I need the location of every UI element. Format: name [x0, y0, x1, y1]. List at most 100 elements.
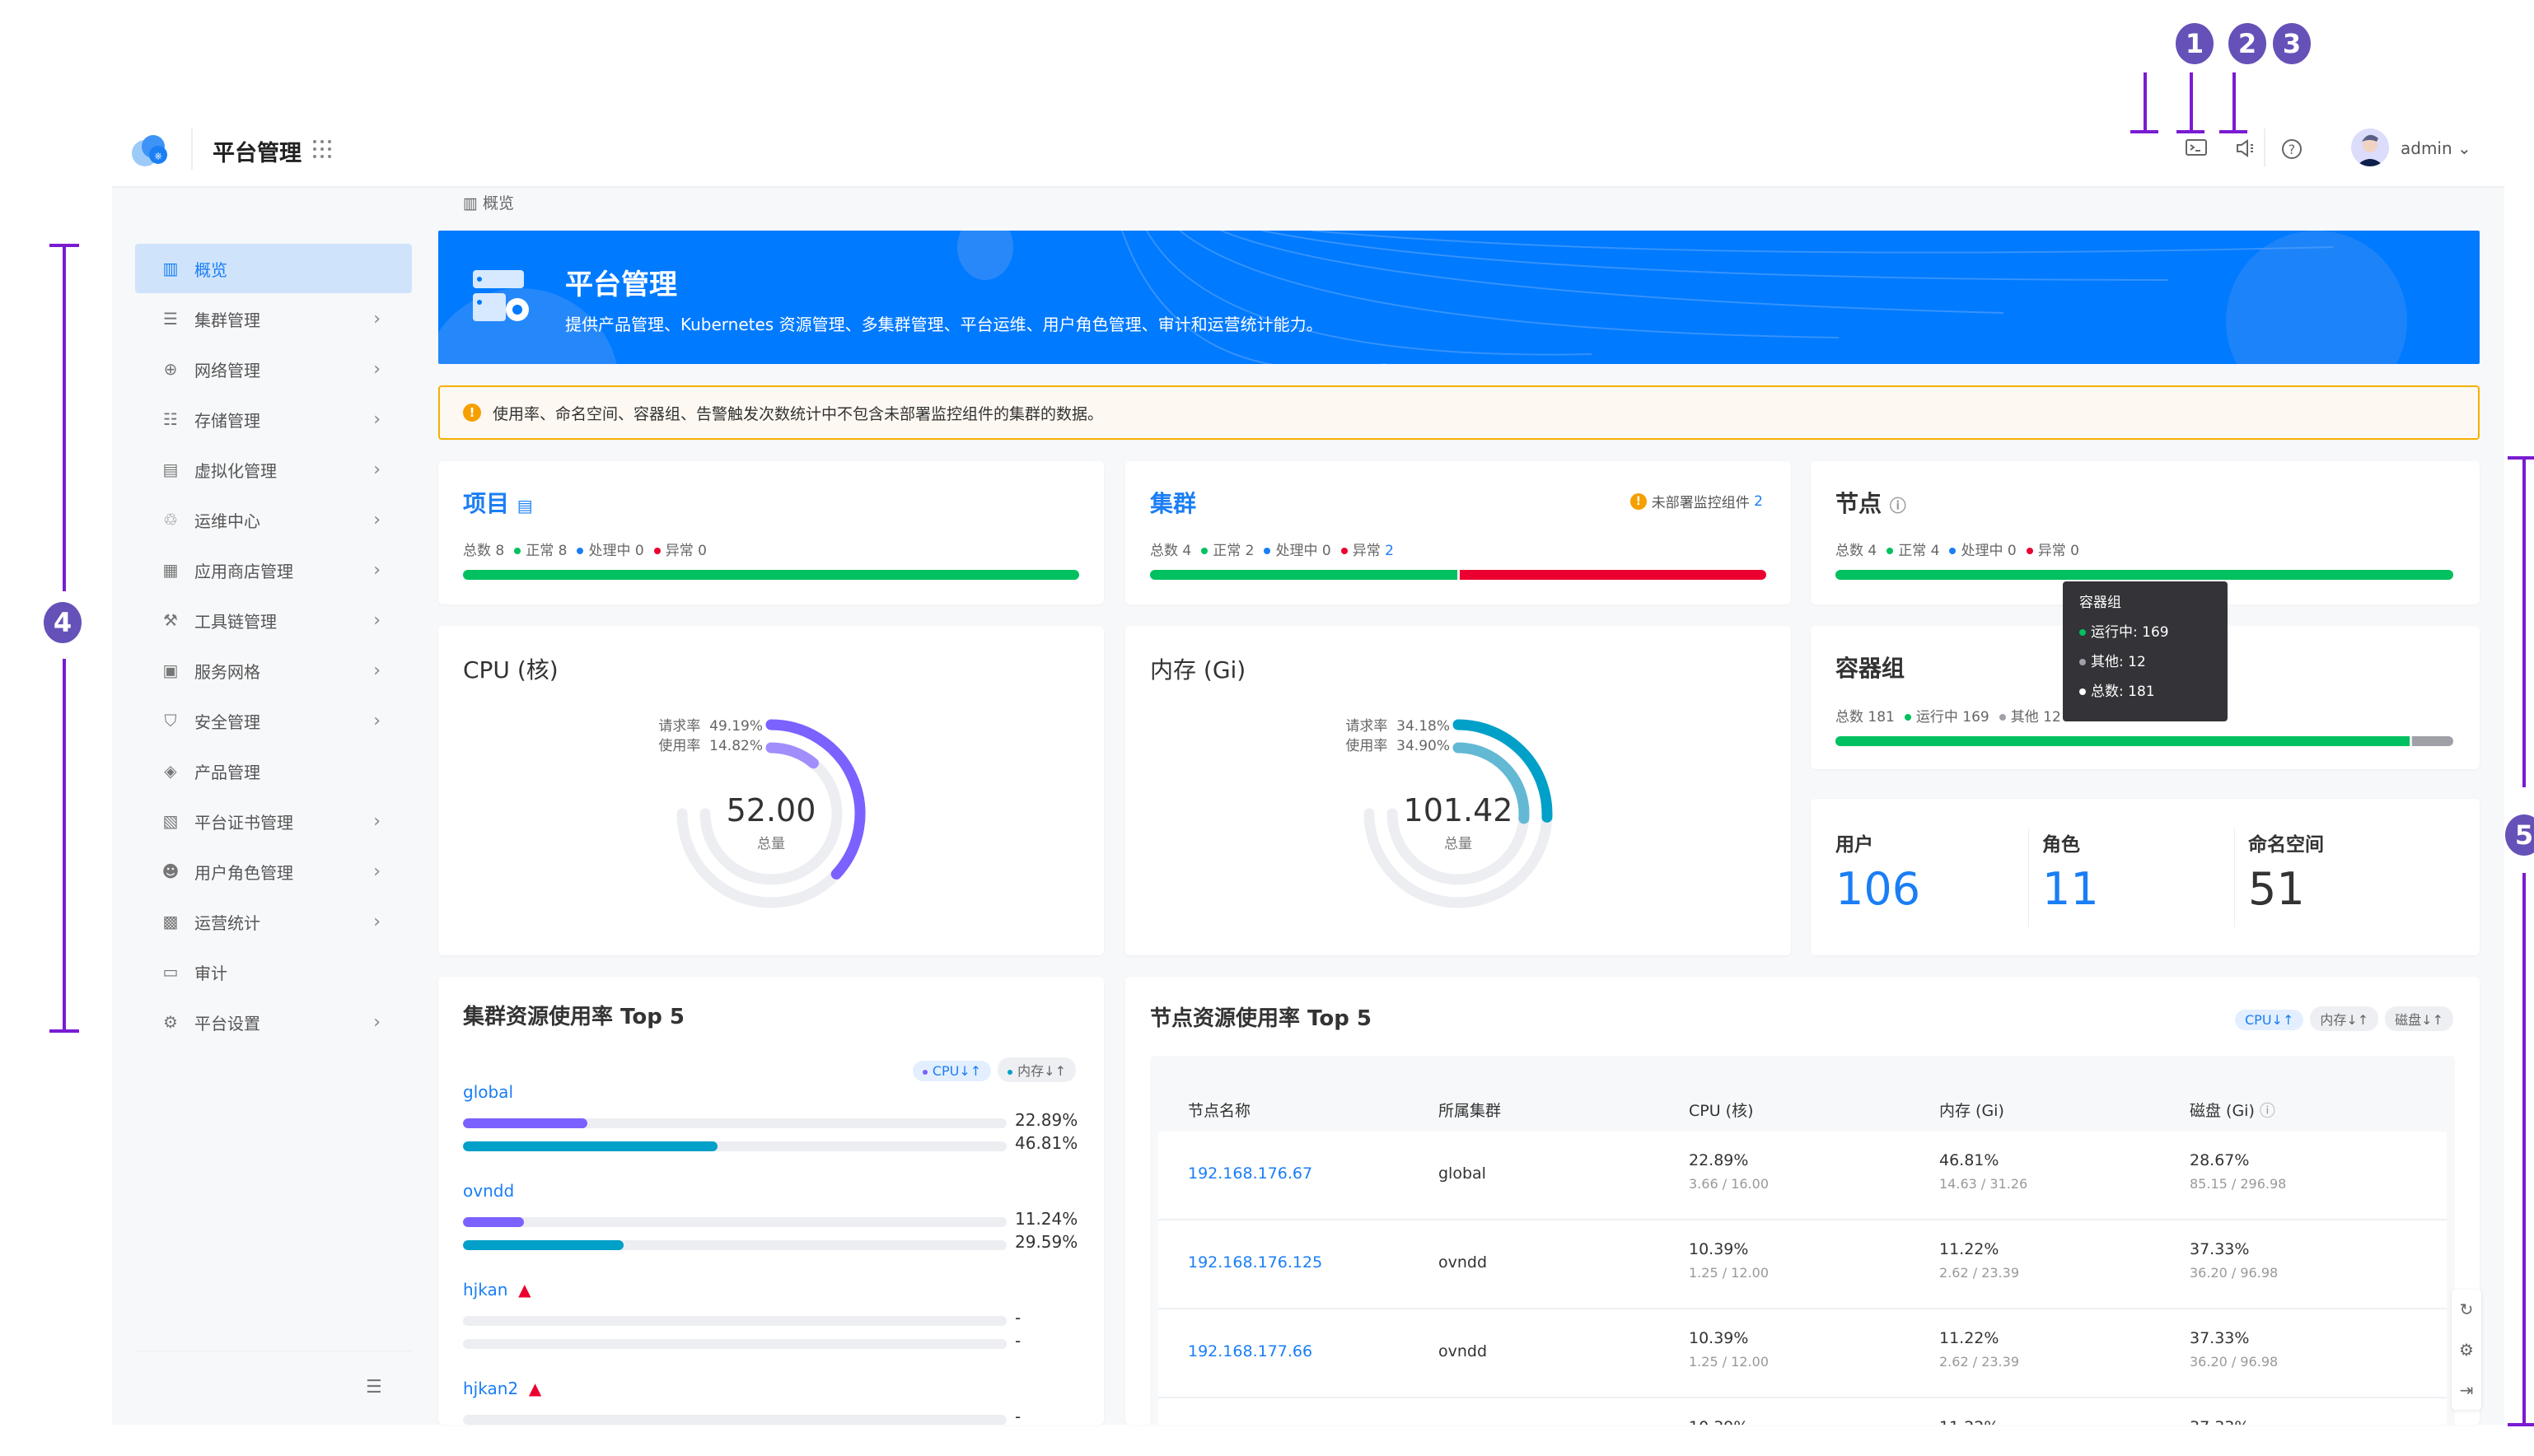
chevron-right-icon: › — [373, 358, 381, 380]
disk-cell: 28.67% 85.15 / 296.98 — [2190, 1151, 2287, 1192]
column-header: 内存 (Gi) — [1939, 1102, 2004, 1120]
sidebar-item[interactable]: ♲ 运维中心 › — [135, 495, 412, 544]
sort-memory-button[interactable]: 内存↓↑ — [2310, 1006, 2379, 1031]
help-icon[interactable]: ⓘ — [2259, 1102, 2275, 1120]
annotation-line — [2190, 72, 2193, 132]
clusters-stats: 总数 4 正常 2 处理中 0 异常 2 — [1150, 543, 1394, 559]
chart-icon: ▥ — [463, 194, 478, 212]
sidebar-item[interactable]: ▭ 审计 — [135, 947, 412, 996]
node-link[interactable]: 192.168.177.66 — [1188, 1342, 1313, 1360]
table-row[interactable]: 192.168.176.125 ovndd 10.39% 1.25 / 12.00 1… — [1158, 1220, 2447, 1309]
sort-disk-button[interactable]: 磁盘↓↑ — [2385, 1006, 2453, 1031]
platform-settings-icon — [473, 267, 532, 326]
app-switcher-icon[interactable] — [313, 140, 331, 158]
help-icon[interactable]: ? — [2280, 138, 2303, 161]
collapse-sidebar-icon[interactable]: ☰ — [366, 1377, 382, 1398]
pods-tooltip: 容器组 运行中: 169 其他: 12 总数: 181 — [2063, 581, 2228, 721]
count-2[interactable]: 命名空间 51 — [2234, 828, 2415, 927]
sidebar-item[interactable]: ◈ 产品管理 — [135, 746, 412, 796]
cpu-usage-bar — [463, 1415, 1007, 1425]
mem-cell: 11.22% — [1939, 1418, 1999, 1425]
chevron-right-icon: › — [373, 308, 381, 329]
sidebar-item[interactable]: ⚙ 平台设置 › — [135, 997, 412, 1047]
cpu-usage-rate: 14.82% — [709, 738, 763, 754]
usage-rate-arc — [1452, 742, 1530, 824]
count-0[interactable]: 用户 106 — [1835, 828, 2017, 927]
cluster-link[interactable]: global — [463, 1082, 513, 1102]
clusters-card[interactable]: 集群 ! 未部署监控组件 2 总数 4 正常 2 处理中 0 异常 2 — [1125, 461, 1791, 604]
annotation-2: 2 — [2228, 23, 2266, 64]
sidebar-item-label: 运营统计 — [194, 912, 260, 933]
sidebar-item[interactable]: ☰ 集群管理 › — [135, 294, 412, 343]
document-icon: ▤ — [517, 496, 533, 516]
cluster-link[interactable]: hjkan ▲ — [463, 1280, 531, 1300]
sidebar-item-icon: ⊕ — [163, 359, 178, 379]
request-rate-arc — [765, 719, 866, 880]
sidebar-item[interactable]: ▧ 平台证书管理 › — [135, 796, 412, 846]
node-link[interactable]: 192.168.176.67 — [1188, 1164, 1313, 1183]
sidebar-item-icon: ☷ — [163, 409, 178, 429]
sidebar-item-icon: ▥ — [162, 259, 179, 278]
node-link[interactable]: 192.168.176.125 — [1188, 1253, 1323, 1272]
cpu-usage-value: 11.24% — [1015, 1209, 1078, 1229]
tooltip-title: 容器组 — [2079, 595, 2121, 611]
count-value: 106 — [1835, 863, 1921, 915]
sort-memory-button[interactable]: 内存↓↑ — [998, 1057, 1076, 1082]
sidebar-item[interactable]: ▣ 服务网格 › — [135, 646, 412, 695]
sidebar-item[interactable]: ▩ 运营统计 › — [135, 897, 412, 946]
memory-usage-rate: 34.90% — [1396, 738, 1450, 754]
warning-icon: ! — [463, 404, 481, 422]
chevron-right-icon: › — [373, 810, 381, 832]
sidebar-item-icon: ♲ — [163, 510, 178, 530]
cpu-cell: 10.39% — [1689, 1418, 1748, 1425]
logo-icon[interactable]: ⎈ — [129, 132, 175, 168]
node-top5-title: 节点资源使用率 Top 5 — [1150, 1006, 1372, 1031]
table-row[interactable]: 192.168.176.67 global 22.89% 3.66 / 16.00 4… — [1158, 1132, 2447, 1220]
sidebar-item[interactable]: ☷ 存储管理 › — [135, 394, 412, 444]
sidebar-item[interactable]: ⛉ 安全管理 › — [135, 696, 412, 745]
pods-stats: 总数 181 运行中 169 其他 12 — [1835, 709, 2061, 726]
sidebar-item-label: 集群管理 — [194, 310, 260, 330]
annotation-1: 1 — [2176, 23, 2214, 64]
settings-icon[interactable]: ⚙ — [2459, 1339, 2474, 1360]
sidebar-item[interactable]: ☻ 用户角色管理 › — [135, 847, 412, 896]
cpu-total: 52.00 — [726, 792, 816, 828]
column-header: 所属集群 — [1438, 1102, 1502, 1120]
cpu-gauge — [676, 719, 866, 908]
node-table: 节点名称 所属集群 CPU (核) 内存 (Gi) 磁盘 (Gi) ⓘ 192.168.1… — [1150, 1056, 2455, 1425]
export-icon[interactable]: ⇥ — [2459, 1379, 2474, 1400]
sidebar-item[interactable]: ▤ 虚拟化管理 › — [135, 445, 412, 494]
nodes-card[interactable]: 节点 ⓘ 总数 4 正常 4 处理中 0 异常 0 — [1811, 461, 2480, 604]
sidebar-item[interactable]: ▦ 应用商店管理 › — [135, 545, 412, 595]
sidebar-item[interactable]: ⚒ 工具链管理 › — [135, 595, 412, 645]
refresh-icon[interactable]: ↻ — [2459, 1300, 2474, 1320]
sort-cpu-button[interactable]: CPU↓↑ — [912, 1061, 992, 1081]
cluster-link[interactable]: hjkan2 ▲ — [463, 1379, 542, 1398]
cluster-link[interactable]: ovndd — [463, 1181, 515, 1201]
count-label: 命名空间 — [2248, 834, 2324, 856]
clusters-title[interactable]: 集群 — [1150, 490, 1197, 517]
breadcrumb-item[interactable]: 概览 — [483, 194, 515, 212]
request-rate-arc — [1452, 719, 1553, 823]
projects-card[interactable]: 项目 ▤ 总数 8 正常 8 处理中 0 异常 0 — [438, 461, 1104, 604]
cluster-top5-card: 集群资源使用率 Top 5 CPU↓↑ 内存↓↑ global 22.89% 46… — [438, 977, 1104, 1425]
table-row[interactable]: 192.168.177.66 ovndd 10.39% 1.25 / 12.00 11… — [1158, 1309, 2447, 1398]
annotation-line — [2232, 72, 2236, 132]
sidebar-item[interactable]: ▥ 概览 — [135, 244, 412, 293]
terminal-icon[interactable] — [2185, 138, 2208, 161]
pods-status-bar — [1835, 736, 2453, 746]
sidebar-item[interactable]: ⊕ 网络管理 › — [135, 344, 412, 394]
user-menu[interactable]: admin ⌄ — [2401, 138, 2471, 158]
chevron-right-icon: › — [373, 911, 381, 932]
annotation-4: 4 — [44, 602, 82, 643]
monitor-warning[interactable]: ! 未部署监控组件 2 — [1629, 491, 1763, 511]
chevron-right-icon: › — [373, 710, 381, 731]
sort-cpu-button[interactable]: CPU↓↑ — [2235, 1010, 2304, 1030]
avatar[interactable] — [2351, 128, 2389, 166]
projects-title[interactable]: 项目 ▤ — [463, 490, 533, 517]
speaker-icon[interactable] — [2234, 138, 2257, 161]
help-icon[interactable]: ⓘ — [1889, 496, 1906, 516]
count-1[interactable]: 角色 11 — [2028, 828, 2209, 927]
annotation-line — [2176, 130, 2204, 133]
